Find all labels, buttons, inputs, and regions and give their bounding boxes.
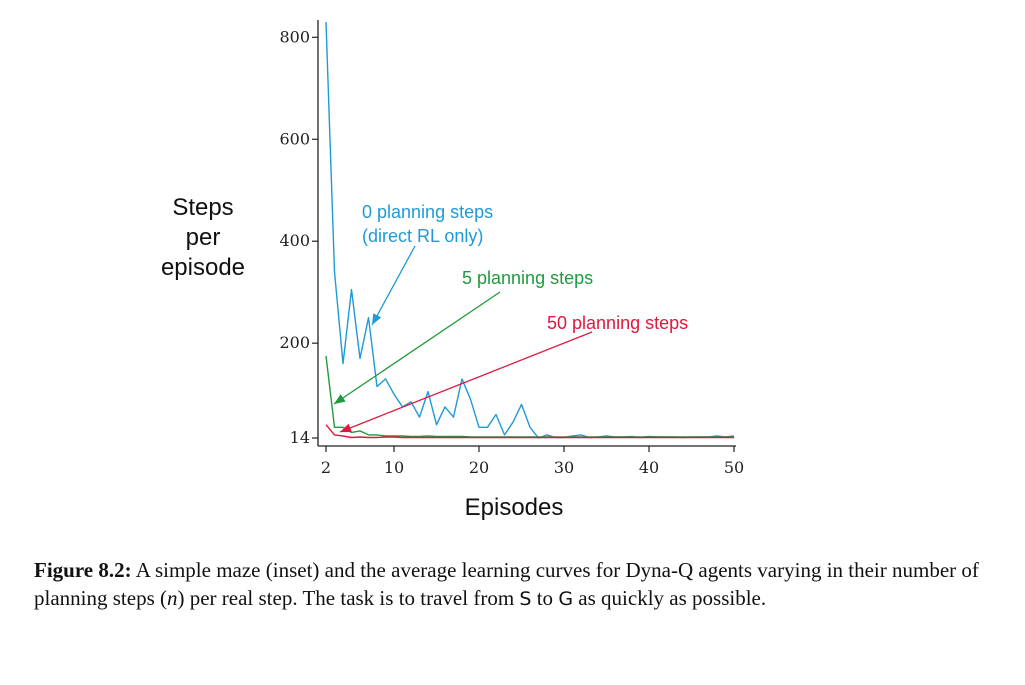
x-tick-label: 50 bbox=[724, 458, 744, 477]
annotations: 0 planning steps (direct RL only) 5 planni… bbox=[333, 202, 688, 433]
y-axis-title: Steps per episode bbox=[161, 194, 245, 281]
caption-text-4: as quickly as possible. bbox=[573, 586, 767, 610]
annotation-label-1: 5 planning steps bbox=[462, 268, 593, 288]
y-tick-label: 600 bbox=[279, 129, 310, 148]
y-axis-title-line: per bbox=[186, 224, 221, 251]
figure-caption: Figure 8.2: A simple maze (inset) and th… bbox=[34, 556, 990, 613]
figure-label: Figure 8.2: bbox=[34, 558, 132, 582]
annotation-arrow-1 bbox=[333, 291, 501, 405]
y-tick-label: 14 bbox=[290, 428, 310, 447]
caption-variable: n bbox=[166, 586, 178, 610]
caption-text-2: ) per real step. The task is to travel f… bbox=[177, 586, 520, 610]
annotation-arrowhead-0 bbox=[372, 313, 382, 325]
y-axis-title-line: Steps bbox=[172, 194, 233, 221]
annotation-label-0: (direct RL only) bbox=[362, 226, 483, 246]
annotation-arrowhead-1 bbox=[334, 394, 346, 404]
y-tick-label: 200 bbox=[279, 333, 310, 352]
y-tick-label: 400 bbox=[279, 231, 310, 250]
series-line-2 bbox=[325, 424, 734, 439]
x-tick-label: 2 bbox=[321, 458, 331, 477]
y-axis-title-line: episode bbox=[161, 254, 245, 281]
annotation-arrow-2 bbox=[339, 331, 593, 433]
caption-text-1: A simple maze (inset) and the average le… bbox=[34, 558, 979, 610]
caption-goal-symbol: G bbox=[558, 588, 574, 610]
x-axis-title: Episodes bbox=[465, 494, 564, 521]
annotation-label-0: 0 planning steps bbox=[362, 202, 493, 222]
series-lines bbox=[325, 21, 735, 439]
learning-curve-chart: 14 200 400 600 800 2 10 20 30 40 50 0 planning ste… bbox=[161, 20, 744, 521]
x-tick-label: 10 bbox=[384, 458, 404, 477]
x-tick-label: 30 bbox=[554, 458, 574, 477]
annotation-arrowhead-2 bbox=[340, 423, 352, 433]
y-tick-label: 800 bbox=[279, 27, 310, 46]
x-tick-label: 20 bbox=[469, 458, 489, 477]
annotation-label-2: 50 planning steps bbox=[547, 313, 688, 333]
annotation-arrow-0 bbox=[371, 245, 416, 326]
caption-text-3: to bbox=[531, 586, 559, 610]
x-tick-label: 40 bbox=[639, 458, 659, 477]
axes bbox=[317, 20, 736, 447]
ticks: 14 200 400 600 800 2 10 20 30 40 50 bbox=[279, 27, 744, 477]
caption-start-symbol: S bbox=[519, 588, 532, 610]
